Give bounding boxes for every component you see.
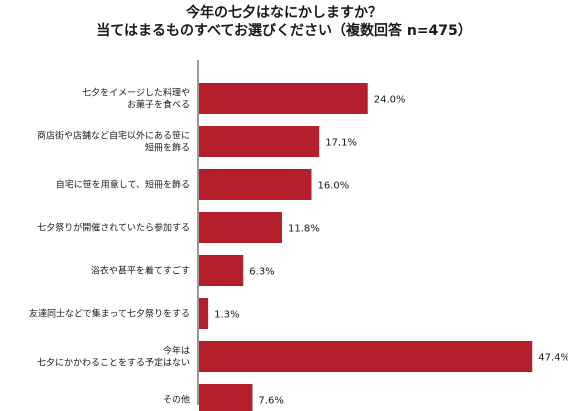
category-label-5: 浴衣や甚平を着てすごす <box>91 265 190 277</box>
bar-4 <box>199 212 282 243</box>
category-label-7-line-1: 今年は <box>163 345 190 357</box>
category-label-2-line-1: 商店街や店舗など自宅以外にある笹に <box>37 130 190 142</box>
category-label-8: その他 <box>163 394 190 406</box>
category-label-2-line-2: 短冊を飾る <box>145 142 190 154</box>
bar-7 <box>199 341 533 372</box>
value-label-8: 7.6% <box>258 396 283 407</box>
category-label-6: 友達同士などで集まって七夕祭りをする <box>29 308 190 320</box>
bar-2 <box>199 126 320 157</box>
category-label-3: 自宅に笹を用意して、短冊を飾る <box>56 179 190 191</box>
value-label-3: 16.0% <box>317 181 349 192</box>
category-label-7-line-2: 七夕にかかわることをする予定はない <box>37 357 190 369</box>
chart-title: 今年の七夕はなにかしますか？ 当てはまるものすべてお選びください（複数回答 n=… <box>0 4 568 40</box>
category-label-1-line-1: 七夕をイメージした料理や <box>82 87 190 99</box>
value-label-4: 11.8% <box>288 224 320 235</box>
bar-6 <box>199 298 209 329</box>
category-label-1-line-2: お菓子を食べる <box>127 99 190 111</box>
value-label-1: 24.0% <box>374 95 406 106</box>
bar-3 <box>199 169 312 200</box>
value-label-2: 17.1% <box>325 138 357 149</box>
value-label-6: 1.3% <box>214 310 239 321</box>
bar-1 <box>199 83 368 114</box>
bar-8 <box>199 384 253 411</box>
chart-title-line-2: 当てはまるものすべてお選びください（複数回答 n=475） <box>96 23 472 39</box>
value-label-7: 47.4% <box>538 353 568 364</box>
bar-5 <box>199 255 244 286</box>
value-label-5: 6.3% <box>249 267 274 278</box>
category-label-4: 七夕祭りが開催されていたら参加する <box>37 222 190 234</box>
chart-title-line-1: 今年の七夕はなにかしますか？ <box>186 5 382 21</box>
